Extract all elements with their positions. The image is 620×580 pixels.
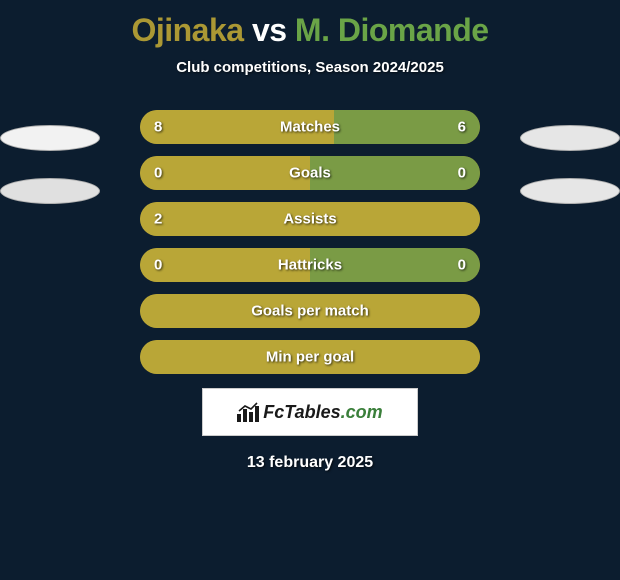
stat-bar: Hattricks0 0 xyxy=(140,248,480,282)
player-b-name: M. Diomande xyxy=(295,12,489,48)
stat-bar: Goals per match xyxy=(140,294,480,328)
stat-bar: Assists2 xyxy=(140,202,480,236)
vs-separator: vs xyxy=(252,12,287,48)
stat-bar: Goals0 0 xyxy=(140,156,480,190)
stat-bars-column: Matches86Goals00Assists2Hattricks00Goals… xyxy=(140,110,480,386)
flag-ellipse xyxy=(520,178,620,204)
fctables-logo: FcTables.com xyxy=(202,388,418,436)
stat-value-right: 6 xyxy=(458,119,466,136)
stat-label: Hattricks xyxy=(140,257,480,274)
stat-label: Matches xyxy=(140,119,480,136)
stat-value-right: 0 xyxy=(458,165,466,182)
logo-text-prefix: FcTables xyxy=(263,402,340,422)
flag-ellipse xyxy=(0,125,100,151)
chart-icon xyxy=(237,402,259,422)
stat-value-left: 0 xyxy=(154,257,162,274)
stat-value-left: 2 xyxy=(154,211,162,228)
stat-bar: Min per goal xyxy=(140,340,480,374)
flag-ellipse xyxy=(520,125,620,151)
flag-ellipse xyxy=(0,178,100,204)
stat-value-right: 0 xyxy=(458,257,466,274)
stat-label: Goals per match xyxy=(140,303,480,320)
stat-label: Min per goal xyxy=(140,349,480,366)
logo-text: FcTables.com xyxy=(263,402,382,423)
stat-label: Goals xyxy=(140,165,480,182)
stat-label: Assists xyxy=(140,211,480,228)
date-line: 13 february 2025 xyxy=(0,454,620,472)
stat-bar: Matches8 6 xyxy=(140,110,480,144)
logo-text-suffix: .com xyxy=(341,402,383,422)
comparison-title: Ojinaka vs M. Diomande xyxy=(0,0,620,49)
player-a-name: Ojinaka xyxy=(131,12,243,48)
subtitle: Club competitions, Season 2024/2025 xyxy=(0,59,620,76)
stat-value-left: 8 xyxy=(154,119,162,136)
stat-value-left: 0 xyxy=(154,165,162,182)
